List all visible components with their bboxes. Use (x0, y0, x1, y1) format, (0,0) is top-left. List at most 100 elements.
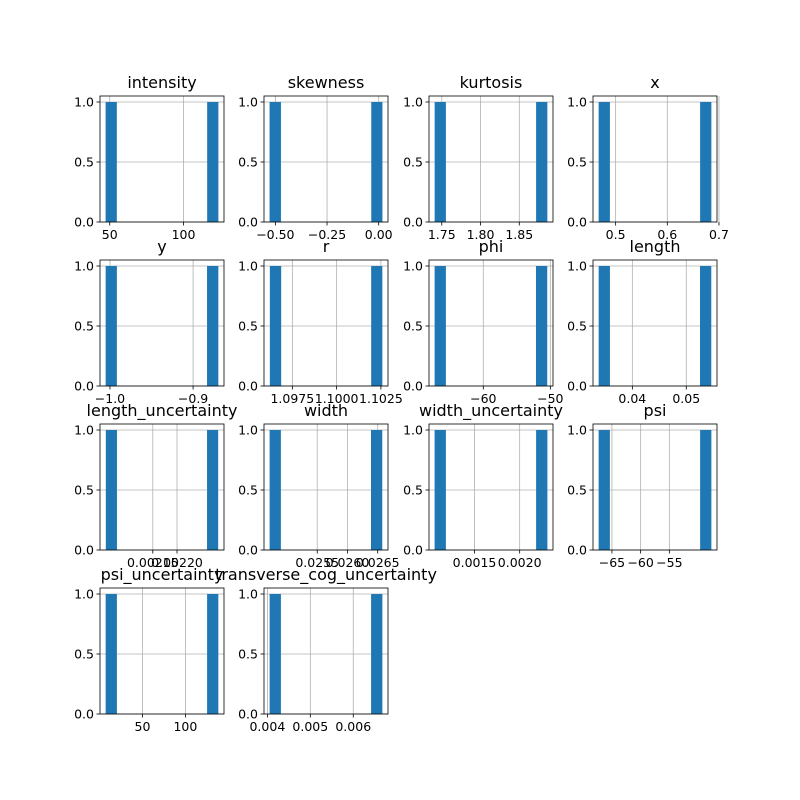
y-tick-label: 0.5 (238, 483, 258, 498)
subplot-intensity: 50 100 0.0 0.5 1.0 intensity (74, 73, 225, 242)
x-tick-label: 0.00 (365, 227, 393, 242)
x-tick-label: −0.50 (256, 227, 294, 242)
histogram-bar (269, 430, 281, 550)
axes-frame (263, 95, 389, 223)
x-tick-label: 0.0260 (326, 555, 370, 570)
x-tick-label: 0.0020 (498, 555, 542, 570)
y-tick-label: 0.5 (238, 319, 258, 334)
y-tick-label: 1.0 (74, 423, 94, 438)
y-tick-label: 0.5 (238, 647, 258, 662)
histogram-bar (207, 594, 219, 714)
axes-frame (99, 423, 225, 551)
x-tick-label: 0.006 (335, 719, 371, 734)
histogram-bar (269, 594, 281, 714)
subplot-x: 0.5 0.6 0.7 0.0 0.5 1.0 x (567, 73, 729, 242)
axes-background (100, 424, 224, 550)
axes-frame (263, 259, 389, 387)
subplot-phi: −60 −50 0.0 0.5 1.0 phi (403, 237, 563, 406)
histogram-bar (598, 266, 610, 386)
y-tick-label: 0.0 (403, 543, 423, 558)
axes-background (429, 424, 553, 550)
subplot-length: 0.04 0.05 0.0 0.5 1.0 length (567, 237, 718, 406)
histogram-bar (700, 102, 712, 222)
axes-frame (428, 95, 554, 223)
histogram-bar (207, 266, 219, 386)
histogram-bar (536, 430, 548, 550)
y-tick-label: 1.0 (403, 423, 423, 438)
x-tick-label: 1.1025 (359, 391, 403, 406)
x-tick-label: −60 (627, 555, 653, 570)
axes-frame (263, 423, 389, 551)
y-tick-label: 1.0 (567, 423, 587, 438)
histogram-bar (700, 266, 712, 386)
axes-background (100, 260, 224, 386)
axes-background (100, 588, 224, 714)
histogram-bar (371, 102, 383, 222)
y-tick-label: 0.0 (74, 707, 94, 722)
y-tick-label: 1.0 (403, 259, 423, 274)
x-tick-label: 0.00220 (151, 555, 203, 570)
x-tick-label: 1.1000 (315, 391, 359, 406)
x-tick-label: −0.9 (178, 391, 208, 406)
y-tick-label: 0.5 (403, 319, 423, 334)
x-tick-label: 0.04 (618, 391, 646, 406)
subplot-title: length (630, 237, 681, 256)
axes-background (429, 260, 553, 386)
y-tick-label: 0.0 (567, 543, 587, 558)
axes-frame (592, 423, 718, 551)
x-tick-label: −1.0 (95, 391, 125, 406)
x-tick-label: 100 (172, 227, 196, 242)
y-tick-label: 0.5 (567, 319, 587, 334)
histogram-bar (371, 594, 383, 714)
histogram-bar (536, 102, 548, 222)
subplot-title: psi (644, 401, 667, 420)
subplot-title: width (304, 401, 348, 420)
x-tick-label: 50 (135, 719, 151, 734)
axes-frame (428, 423, 554, 551)
subplot-title: x (650, 73, 659, 92)
subplot-psi-uncertainty: 50 100 0.0 0.5 1.0 psi_uncertainty (74, 565, 225, 734)
y-tick-label: 0.5 (403, 155, 423, 170)
axes-background (264, 96, 388, 222)
y-tick-label: 1.0 (567, 259, 587, 274)
y-tick-label: 0.5 (74, 483, 94, 498)
y-tick-label: 1.0 (238, 587, 258, 602)
axes-background (264, 424, 388, 550)
subplot-title: width_uncertainty (419, 401, 563, 421)
subplot-title: length_uncertainty (87, 401, 238, 421)
x-tick-label: 100 (173, 719, 197, 734)
subplot-title: transverse_cog_uncertainty (215, 565, 437, 585)
axes-frame (428, 259, 554, 387)
y-tick-label: 0.0 (567, 215, 587, 230)
y-tick-label: 0.5 (74, 647, 94, 662)
histogram-bar (371, 430, 383, 550)
axes-background (593, 424, 717, 550)
subplot-transverse-cog-uncertainty: 0.004 0.005 0.006 0.0 0.5 1.0 transverse_cog_u… (215, 565, 437, 734)
y-tick-label: 1.0 (238, 423, 258, 438)
y-tick-label: 0.5 (567, 155, 587, 170)
y-tick-label: 1.0 (74, 259, 94, 274)
x-tick-label: 0.5 (606, 227, 626, 242)
axes-background (264, 588, 388, 714)
y-tick-label: 0.0 (74, 379, 94, 394)
x-tick-label: −60 (470, 391, 496, 406)
x-tick-label: 1.85 (505, 227, 533, 242)
y-tick-label: 1.0 (567, 95, 587, 110)
histogram-bar (207, 430, 219, 550)
y-tick-label: 0.0 (403, 215, 423, 230)
x-tick-label: 0.0015 (453, 555, 497, 570)
y-tick-label: 1.0 (403, 95, 423, 110)
y-tick-label: 0.5 (74, 319, 94, 334)
subplot-r: 1.0975 1.1000 1.1025 0.0 0.5 1.0 r (238, 237, 403, 406)
histogram-bar (105, 266, 117, 386)
y-tick-label: 0.0 (403, 379, 423, 394)
axes-background (264, 260, 388, 386)
x-tick-label: 0.6 (657, 227, 677, 242)
x-tick-label: −0.25 (308, 227, 346, 242)
histogram-bar (598, 102, 610, 222)
subplot-kurtosis: 1.75 1.80 1.85 0.0 0.5 1.0 kurtosis (403, 73, 554, 242)
y-tick-label: 0.5 (567, 483, 587, 498)
x-tick-label: 0.00215 (127, 555, 179, 570)
axes-background (100, 96, 224, 222)
